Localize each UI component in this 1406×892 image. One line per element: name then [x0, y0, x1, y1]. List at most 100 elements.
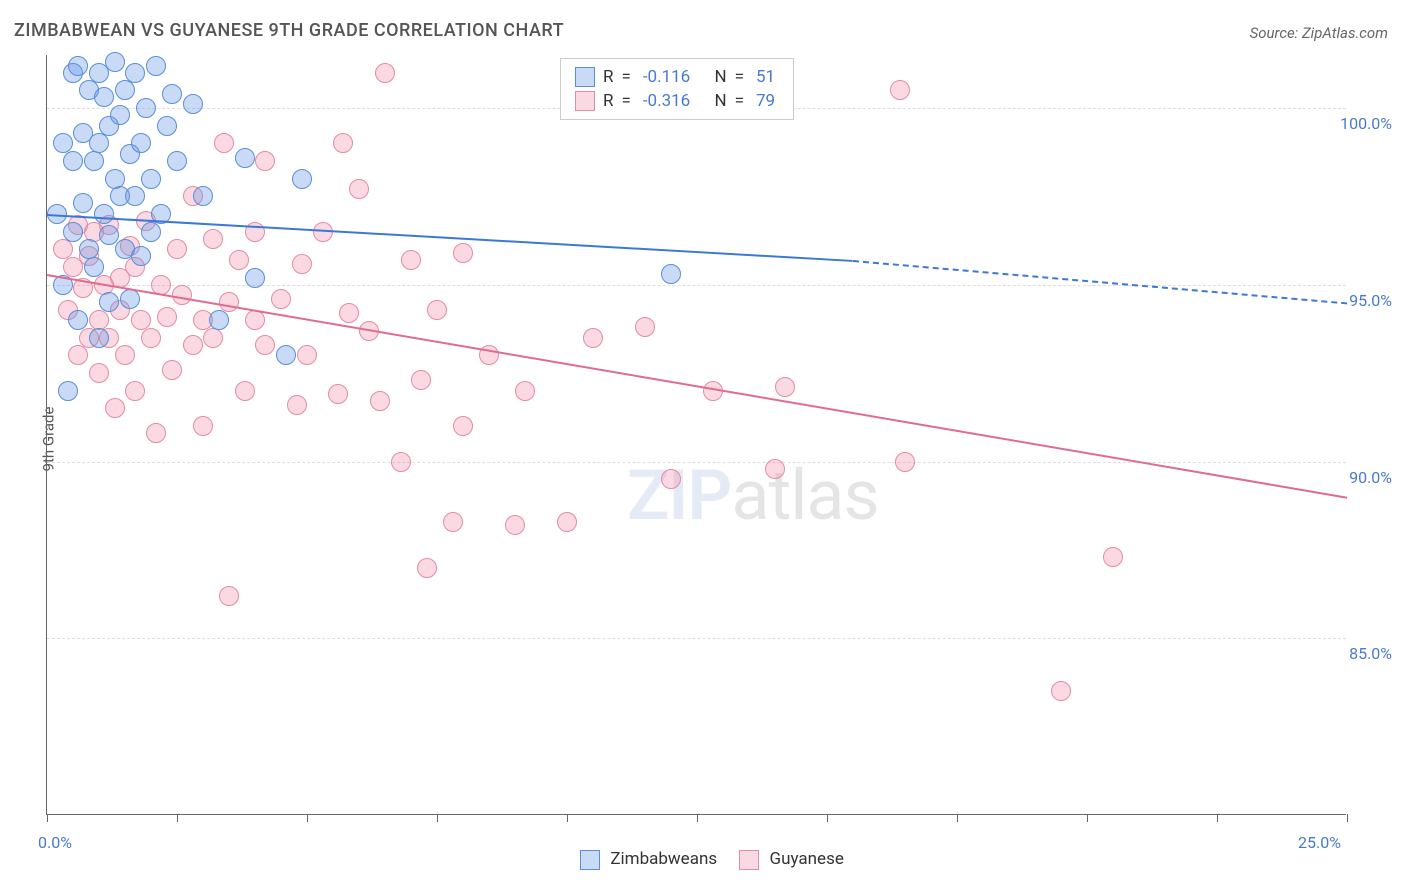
point-guyanese	[443, 512, 463, 532]
point-guyanese	[203, 229, 223, 249]
x-tick-label: 0.0%	[38, 833, 72, 852]
x-tick	[827, 814, 828, 822]
point-guyanese	[1051, 681, 1071, 701]
point-zimbabwean	[146, 56, 166, 76]
point-guyanese	[68, 345, 88, 365]
point-zimbabwean	[183, 94, 203, 114]
point-guyanese	[292, 254, 312, 274]
point-zimbabwean	[94, 87, 114, 107]
point-guyanese	[146, 423, 166, 443]
point-guyanese	[214, 133, 234, 153]
point-guyanese	[141, 328, 161, 348]
point-guyanese	[183, 335, 203, 355]
point-guyanese	[583, 328, 603, 348]
point-guyanese	[635, 317, 655, 337]
point-zimbabwean	[115, 80, 135, 100]
point-guyanese	[219, 586, 239, 606]
point-zimbabwean	[110, 105, 130, 125]
point-guyanese	[333, 133, 353, 153]
point-zimbabwean	[89, 133, 109, 153]
point-zimbabwean	[276, 345, 296, 365]
x-tick	[47, 814, 48, 822]
point-guyanese	[1103, 547, 1123, 567]
point-guyanese	[203, 328, 223, 348]
point-zimbabwean	[167, 151, 187, 171]
point-guyanese	[375, 63, 395, 83]
point-guyanese	[115, 345, 135, 365]
point-guyanese	[765, 459, 785, 479]
r-value-2: -0.316	[643, 91, 690, 111]
y-tick-label: 90.0%	[1349, 468, 1392, 487]
point-zimbabwean	[120, 289, 140, 309]
point-zimbabwean	[141, 169, 161, 189]
point-guyanese	[287, 395, 307, 415]
point-guyanese	[427, 300, 447, 320]
trend-line-zimbabwean-extrapolated	[853, 260, 1347, 304]
point-guyanese	[235, 381, 255, 401]
r-value-1: -0.116	[643, 67, 690, 87]
point-zimbabwean	[157, 116, 177, 136]
point-guyanese	[349, 179, 369, 199]
point-guyanese	[417, 558, 437, 578]
point-guyanese	[895, 452, 915, 472]
point-zimbabwean	[58, 381, 78, 401]
point-guyanese	[271, 289, 291, 309]
x-tick	[307, 814, 308, 822]
point-guyanese	[339, 303, 359, 323]
point-guyanese	[255, 335, 275, 355]
x-tick	[1217, 814, 1218, 822]
stats-legend: R = -0.116 N = 51 R = -0.316 N = 79	[560, 58, 794, 120]
point-guyanese	[193, 416, 213, 436]
x-tick	[177, 814, 178, 822]
x-tick	[437, 814, 438, 822]
point-guyanese	[775, 377, 795, 397]
point-zimbabwean	[131, 133, 151, 153]
point-guyanese	[505, 515, 525, 535]
point-zimbabwean	[193, 186, 213, 206]
point-zimbabwean	[68, 310, 88, 330]
n-value-2: 79	[756, 91, 775, 111]
point-guyanese	[125, 381, 145, 401]
point-zimbabwean	[99, 292, 119, 312]
point-guyanese	[391, 452, 411, 472]
point-guyanese	[328, 384, 348, 404]
correlation-chart: ZIMBABWEAN VS GUYANESE 9TH GRADE CORRELA…	[0, 0, 1406, 892]
chart-title: ZIMBABWEAN VS GUYANESE 9TH GRADE CORRELA…	[14, 20, 564, 41]
point-zimbabwean	[162, 84, 182, 104]
n-value-1: 51	[756, 67, 775, 87]
point-guyanese	[219, 292, 239, 312]
legend-swatch-1	[575, 67, 595, 87]
x-tick	[1347, 814, 1348, 822]
legend-swatch-2	[575, 91, 595, 111]
source-attribution: Source: ZipAtlas.com	[1250, 24, 1388, 42]
point-zimbabwean	[125, 186, 145, 206]
point-guyanese	[105, 398, 125, 418]
point-guyanese	[157, 307, 177, 327]
x-tick	[697, 814, 698, 822]
point-guyanese	[515, 381, 535, 401]
point-zimbabwean	[235, 148, 255, 168]
point-zimbabwean	[68, 56, 88, 76]
point-zimbabwean	[136, 98, 156, 118]
watermark: ZIPatlas	[627, 455, 879, 537]
point-guyanese	[245, 310, 265, 330]
point-guyanese	[167, 239, 187, 259]
series-legend: Zimbabweans Guyanese	[0, 849, 1406, 870]
point-zimbabwean	[131, 246, 151, 266]
point-zimbabwean	[84, 151, 104, 171]
point-guyanese	[162, 360, 182, 380]
x-tick	[1087, 814, 1088, 822]
point-guyanese	[661, 469, 681, 489]
point-guyanese	[229, 250, 249, 270]
point-zimbabwean	[94, 204, 114, 224]
point-zimbabwean	[73, 193, 93, 213]
point-zimbabwean	[63, 222, 83, 242]
point-guyanese	[401, 250, 421, 270]
gridline	[47, 638, 1346, 639]
legend-swatch-zimbabweans	[580, 850, 600, 870]
y-tick-label: 100.0%	[1340, 114, 1392, 133]
legend-label-2: Guyanese	[770, 849, 844, 869]
x-tick	[567, 814, 568, 822]
x-tick-label: 25.0%	[1298, 833, 1341, 852]
point-zimbabwean	[209, 310, 229, 330]
